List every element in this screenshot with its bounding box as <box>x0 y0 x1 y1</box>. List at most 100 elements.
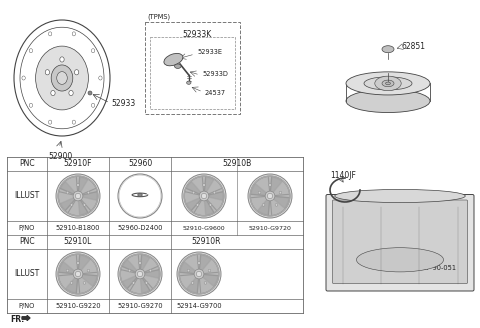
Ellipse shape <box>60 57 64 62</box>
Text: FR.: FR. <box>10 316 24 324</box>
Text: 52933K: 52933K <box>182 30 212 39</box>
Circle shape <box>182 174 226 218</box>
Circle shape <box>251 177 289 215</box>
Polygon shape <box>59 262 74 274</box>
Text: P/NO: P/NO <box>19 303 35 309</box>
Ellipse shape <box>48 120 52 124</box>
Circle shape <box>185 177 223 215</box>
Text: 52910-G9720: 52910-G9720 <box>249 226 291 231</box>
Text: 52910R: 52910R <box>191 237 221 247</box>
Circle shape <box>258 191 261 194</box>
Circle shape <box>267 193 273 199</box>
Text: 24537: 24537 <box>205 90 226 96</box>
Ellipse shape <box>69 91 73 96</box>
Ellipse shape <box>45 70 49 75</box>
Polygon shape <box>203 275 218 286</box>
Polygon shape <box>180 262 195 274</box>
Circle shape <box>87 191 90 194</box>
Polygon shape <box>204 177 214 192</box>
Ellipse shape <box>91 103 95 107</box>
Text: (TPMS): (TPMS) <box>147 13 170 20</box>
Circle shape <box>56 252 100 296</box>
Text: PNC: PNC <box>19 237 35 247</box>
Text: 52960-D2400: 52960-D2400 <box>117 225 163 231</box>
FancyArrow shape <box>22 316 30 320</box>
Polygon shape <box>209 192 223 200</box>
Polygon shape <box>82 275 97 286</box>
Circle shape <box>208 269 211 272</box>
Polygon shape <box>78 200 88 215</box>
Polygon shape <box>187 182 201 194</box>
Polygon shape <box>78 255 90 270</box>
Circle shape <box>213 191 216 194</box>
Polygon shape <box>199 255 211 270</box>
Circle shape <box>198 262 200 264</box>
Ellipse shape <box>382 80 394 87</box>
Circle shape <box>203 184 205 186</box>
Polygon shape <box>187 198 201 210</box>
Ellipse shape <box>72 120 75 124</box>
Circle shape <box>75 271 81 277</box>
Circle shape <box>196 271 202 277</box>
Text: 52933E: 52933E <box>197 49 222 55</box>
Ellipse shape <box>22 76 25 80</box>
Circle shape <box>88 91 92 95</box>
Text: 52910-G9220: 52910-G9220 <box>55 303 101 309</box>
Circle shape <box>87 269 90 272</box>
Ellipse shape <box>385 82 390 85</box>
Text: 52933D: 52933D <box>202 71 228 77</box>
Polygon shape <box>270 177 282 192</box>
Circle shape <box>196 204 199 206</box>
Circle shape <box>262 204 265 206</box>
Text: 1140JF: 1140JF <box>330 171 356 179</box>
Circle shape <box>199 191 209 201</box>
Circle shape <box>180 255 218 293</box>
Ellipse shape <box>164 53 183 66</box>
Ellipse shape <box>335 189 465 203</box>
Text: 52914-G9700: 52914-G9700 <box>176 303 222 309</box>
Ellipse shape <box>346 90 430 113</box>
Circle shape <box>83 204 86 206</box>
Text: 65258: 65258 <box>370 194 394 202</box>
Polygon shape <box>274 196 289 208</box>
Circle shape <box>145 281 148 284</box>
Polygon shape <box>122 276 137 288</box>
Ellipse shape <box>364 77 412 90</box>
Polygon shape <box>251 184 266 195</box>
Circle shape <box>59 255 97 293</box>
Text: 52910-B1800: 52910-B1800 <box>56 225 100 231</box>
Circle shape <box>58 254 98 294</box>
Polygon shape <box>78 177 88 192</box>
Polygon shape <box>144 270 159 278</box>
Text: ILLUST: ILLUST <box>14 192 40 200</box>
Circle shape <box>135 269 145 279</box>
Text: 52910-G9270: 52910-G9270 <box>117 303 163 309</box>
Circle shape <box>265 191 275 201</box>
Circle shape <box>70 204 73 206</box>
Circle shape <box>209 204 212 206</box>
Ellipse shape <box>138 193 142 196</box>
Circle shape <box>149 269 152 272</box>
Polygon shape <box>141 278 150 293</box>
Circle shape <box>118 252 162 296</box>
Text: 62851: 62851 <box>402 42 426 51</box>
Ellipse shape <box>346 72 430 95</box>
FancyBboxPatch shape <box>326 195 474 291</box>
Polygon shape <box>141 255 150 270</box>
Circle shape <box>250 176 290 216</box>
Ellipse shape <box>74 70 79 75</box>
Circle shape <box>73 191 83 201</box>
Circle shape <box>179 254 219 294</box>
Ellipse shape <box>29 49 33 53</box>
Circle shape <box>187 269 190 272</box>
Circle shape <box>70 281 73 284</box>
Ellipse shape <box>382 46 394 53</box>
Ellipse shape <box>99 76 102 80</box>
Ellipse shape <box>29 103 33 107</box>
Circle shape <box>139 262 141 264</box>
Circle shape <box>192 191 195 194</box>
Polygon shape <box>60 198 75 210</box>
Polygon shape <box>60 182 75 194</box>
Text: P/NO: P/NO <box>19 225 35 231</box>
FancyBboxPatch shape <box>333 200 468 283</box>
